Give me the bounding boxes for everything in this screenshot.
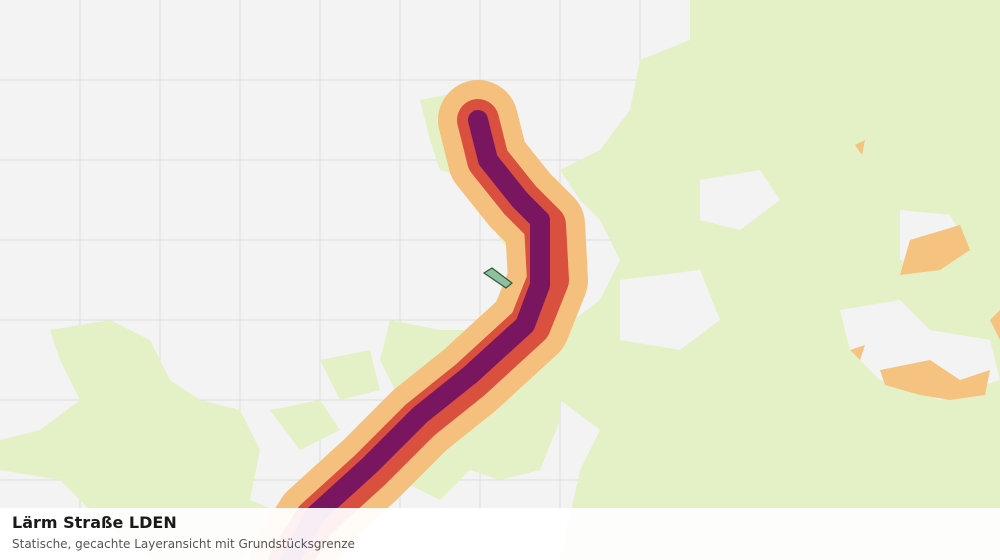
green-area <box>0 320 300 560</box>
green-area <box>540 0 1000 560</box>
parcel-boundary <box>482 267 513 289</box>
map-title: Lärm Straße LDEN <box>12 513 177 532</box>
road-noise <box>250 80 588 560</box>
noise-zone <box>990 310 1000 340</box>
noise-55-60 <box>850 140 1000 400</box>
clearing <box>840 300 1000 400</box>
caption-panel <box>0 508 1000 560</box>
green-area <box>320 350 380 400</box>
green-area <box>270 400 340 450</box>
noise-zone-purple <box>280 110 550 560</box>
noise-zone <box>880 360 990 400</box>
clearing <box>700 170 780 230</box>
noise-zone <box>850 345 865 360</box>
noise-zone <box>900 225 970 275</box>
clearings <box>620 170 1000 400</box>
noise-zone <box>855 140 865 155</box>
clearing <box>620 270 720 350</box>
map-subtitle: Statische, gecachte Layeransicht mit Gru… <box>12 537 355 551</box>
